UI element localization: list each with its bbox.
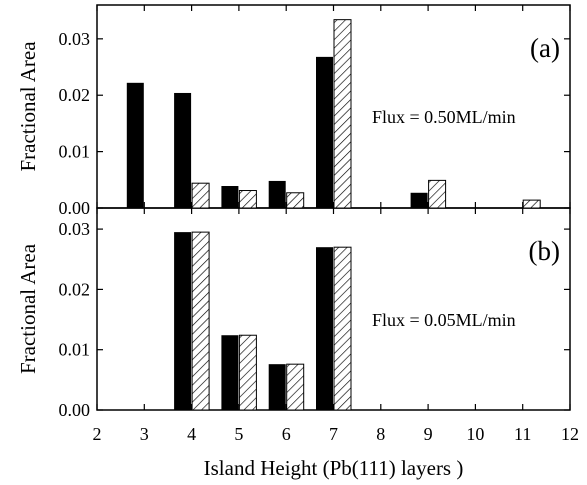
- panel-b-bar-hatched-4: [191, 231, 210, 411]
- panel-b-bar-solid-5: [221, 335, 239, 410]
- panel-a-bar-solid-7: [316, 56, 333, 208]
- panel-a-label: (a): [530, 33, 560, 63]
- panel-a-annotation: Flux = 0.50ML/min: [372, 107, 516, 127]
- panel-a-bar-solid-6: [268, 180, 286, 208]
- text-labels: 0.00 0.01 0.02 0.03 Fractional Area (a) Flux =…: [16, 29, 579, 480]
- panel-a-ytick-label: 0.01: [59, 142, 91, 162]
- panel-a-bar-hatched-7: [333, 19, 352, 209]
- ticks: [96, 5, 571, 411]
- panel-a-ytick-label: 0.02: [59, 85, 91, 105]
- xtick-label: 7: [329, 424, 338, 444]
- panel-a-ytick-label: 0.03: [59, 29, 91, 49]
- panel-a-bar-hatched-9: [428, 179, 447, 209]
- bars: [126, 19, 541, 411]
- xtick-label: 4: [187, 424, 196, 444]
- xtick-label: 3: [140, 424, 149, 444]
- panel-b-bar-solid-4: [174, 232, 192, 410]
- x-axis-label: Island Height (Pb(111) layers ): [204, 456, 464, 480]
- panel-a-bar-solid-3: [126, 82, 144, 208]
- panel-b-ytick-label: 0.02: [59, 279, 91, 299]
- panel-b-ytick-label: 0.00: [59, 400, 91, 420]
- xtick-label: 5: [234, 424, 243, 444]
- panel-a-bar-solid-9: [410, 192, 428, 208]
- panel-b-bar-hatched-6: [286, 363, 305, 411]
- panel-b-bar-hatched-7: [333, 246, 352, 411]
- panel-a-bar-solid-4: [174, 92, 192, 208]
- xtick-label: 2: [93, 424, 102, 444]
- xtick-label: 8: [376, 424, 385, 444]
- panel-b-ylabel: Fractional Area: [16, 243, 40, 374]
- xtick-label: 11: [514, 424, 531, 444]
- xtick-label: 6: [282, 424, 291, 444]
- panel-b-ytick-label: 0.03: [59, 219, 91, 239]
- panel-a-bar-hatched-5: [238, 190, 257, 209]
- panel-b-bar-solid-7: [316, 247, 333, 410]
- panel-b-label: (b): [529, 236, 560, 266]
- panel-b-ytick-label: 0.01: [59, 340, 91, 360]
- xtick-label: 12: [561, 424, 579, 444]
- panel-a-ylabel: Fractional Area: [16, 41, 40, 172]
- panel-b-annotation: Flux = 0.05ML/min: [372, 310, 516, 330]
- panel-a-bar-hatched-6: [286, 192, 305, 209]
- panel-b-bar-solid-6: [268, 364, 286, 410]
- panel-a-ytick-label: 0.00: [59, 198, 91, 218]
- xtick-label: 10: [466, 424, 484, 444]
- xtick-label: 9: [424, 424, 433, 444]
- panel-a-bar-solid-5: [221, 186, 239, 208]
- panel-a-bar-hatched-11: [522, 199, 541, 209]
- panel-b-bar-hatched-5: [238, 334, 257, 411]
- panel-a-bar-hatched-4: [191, 182, 210, 209]
